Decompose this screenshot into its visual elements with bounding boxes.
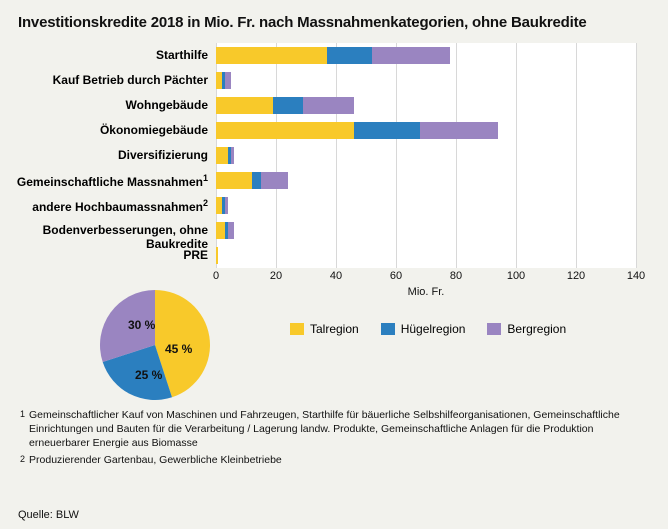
footnote-text: Produzierender Gartenbau, Gewerbliche Kl… xyxy=(29,453,282,467)
x-tick: 120 xyxy=(567,270,585,282)
category-label: Ökonomiegebäude xyxy=(13,123,208,137)
bar-segment xyxy=(261,172,288,189)
legend-item: Bergregion xyxy=(487,322,566,336)
legend-label: Talregion xyxy=(310,322,359,336)
bar-segment xyxy=(231,147,234,164)
bar xyxy=(216,147,234,164)
pie-chart: 45 %25 % 30 % xyxy=(100,290,210,400)
footnote-sup: 2 xyxy=(20,453,25,467)
bar-segment xyxy=(225,197,228,214)
category-label: Wohngebäude xyxy=(13,98,208,112)
bar-segment xyxy=(216,147,228,164)
category-label: Gemeinschaftliche Massnahmen1 xyxy=(13,173,208,189)
legend-item: Talregion xyxy=(290,322,359,336)
footnotes: 1Gemeinschaftlicher Kauf von Maschinen u… xyxy=(20,408,640,469)
pie-slice-label: 30 % xyxy=(128,318,155,332)
x-tick: 60 xyxy=(390,270,402,282)
x-tick: 80 xyxy=(450,270,462,282)
category-label: Starthilfe xyxy=(13,48,208,62)
bar xyxy=(216,222,234,239)
x-tick: 140 xyxy=(627,270,645,282)
chart-title: Investitionskredite 2018 in Mio. Fr. nac… xyxy=(18,14,650,31)
bar xyxy=(216,197,228,214)
x-tick: 100 xyxy=(507,270,525,282)
bar xyxy=(216,247,218,264)
bar-segment xyxy=(216,97,273,114)
category-label: PRE xyxy=(13,248,208,262)
chart-container: Investitionskredite 2018 in Mio. Fr. nac… xyxy=(0,0,668,529)
bar-segment xyxy=(327,47,372,64)
footnote: 1Gemeinschaftlicher Kauf von Maschinen u… xyxy=(20,408,640,451)
x-axis-label: Mio. Fr. xyxy=(408,286,445,298)
category-label: Diversifizierung xyxy=(13,148,208,162)
bar-segment xyxy=(273,97,303,114)
legend-swatch xyxy=(381,323,395,335)
legend-swatch xyxy=(290,323,304,335)
bar xyxy=(216,122,498,139)
legend: Talregion Hügelregion Bergregion xyxy=(290,322,566,336)
bar-segment xyxy=(216,222,225,239)
bar xyxy=(216,47,450,64)
bar-chart: StarthilfeKauf Betrieb durch PächterWohn… xyxy=(18,43,650,302)
x-axis: Mio. Fr. 020406080100120140 xyxy=(216,268,636,302)
bar-segment xyxy=(216,172,252,189)
footnote: 2 Produzierender Gartenbau, Gewerbliche K… xyxy=(20,453,640,467)
bar-segment xyxy=(228,222,234,239)
bar-segment xyxy=(372,47,450,64)
bar-segment xyxy=(354,122,420,139)
bar-segment xyxy=(216,247,218,264)
footnote-text: Gemeinschaftlicher Kauf von Maschinen un… xyxy=(29,408,640,451)
x-tick: 20 xyxy=(270,270,282,282)
category-label: Kauf Betrieb durch Pächter xyxy=(13,73,208,87)
bar xyxy=(216,72,231,89)
bar-segment xyxy=(225,72,231,89)
bar-segment xyxy=(216,122,354,139)
legend-label: Bergregion xyxy=(507,322,566,336)
bar xyxy=(216,97,354,114)
bar-rows xyxy=(216,43,636,268)
footnote-sup: 1 xyxy=(20,408,25,451)
grid-line xyxy=(636,43,637,268)
bar-segment xyxy=(216,47,327,64)
x-tick: 40 xyxy=(330,270,342,282)
source-text: Quelle: BLW xyxy=(18,509,79,521)
bar-segment xyxy=(420,122,498,139)
pie-slice-label: 45 % xyxy=(165,342,192,356)
pie-slice-label: 25 % xyxy=(135,368,162,382)
bar-segment xyxy=(252,172,261,189)
category-label: Bodenverbesserungen, ohne Baukredite xyxy=(13,223,208,251)
legend-swatch xyxy=(487,323,501,335)
legend-label: Hügelregion xyxy=(401,322,466,336)
bar xyxy=(216,172,288,189)
bar-segment xyxy=(303,97,354,114)
legend-item: Hügelregion xyxy=(381,322,466,336)
x-tick: 0 xyxy=(213,270,219,282)
category-label: andere Hochbaumassnahmen2 xyxy=(13,198,208,214)
